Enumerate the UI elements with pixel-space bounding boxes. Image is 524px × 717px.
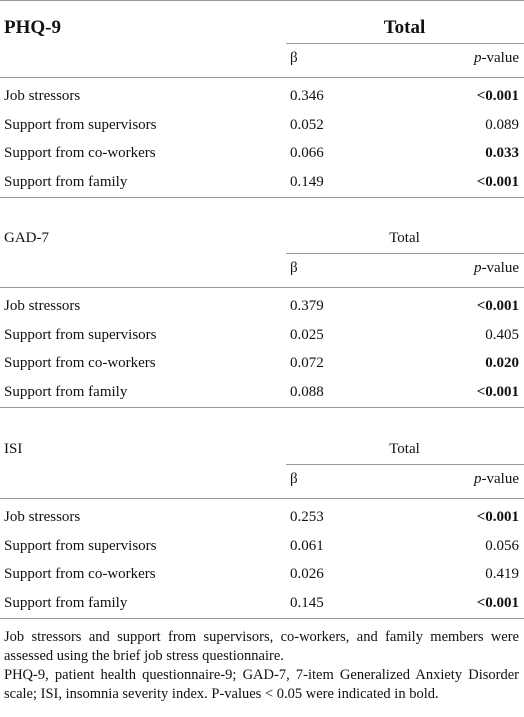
row-label: Support from supervisors xyxy=(4,116,157,133)
rule xyxy=(286,43,524,44)
p-value: 0.419 xyxy=(485,566,519,582)
p-value: 0.020 xyxy=(485,355,519,371)
row-label: Job stressors xyxy=(4,88,81,104)
p-value: <0.001 xyxy=(476,173,519,190)
rule xyxy=(0,0,524,1)
total-header: Total xyxy=(383,17,426,38)
p-value: 0.033 xyxy=(485,145,519,161)
footnote: Job stressors and support from superviso… xyxy=(4,629,519,664)
row-label: Support from supervisors xyxy=(4,326,157,343)
p-header: p-value xyxy=(474,470,519,488)
rule xyxy=(286,464,524,465)
rule xyxy=(0,618,524,619)
p-header: p-value xyxy=(474,49,519,67)
row-label: Support from co-workers xyxy=(4,355,156,371)
p-header-text: p-value xyxy=(474,50,519,66)
rule xyxy=(0,407,524,408)
row-label: Support from family xyxy=(4,173,128,190)
p-value: <0.001 xyxy=(476,383,519,400)
beta-value: 0.253 xyxy=(290,509,324,525)
p-header-text: p-value xyxy=(474,260,519,276)
p-header: p-value xyxy=(474,259,519,277)
total-header: Total xyxy=(389,230,420,246)
beta-value: 0.346 xyxy=(290,88,324,104)
p-value: <0.001 xyxy=(476,594,519,611)
footnote: PHQ-9, patient health questionnaire-9; G… xyxy=(4,667,519,702)
rule xyxy=(0,498,524,499)
beta-header: β xyxy=(290,50,298,66)
beta-value: 0.072 xyxy=(290,355,324,371)
section-title: PHQ-9 xyxy=(4,17,61,38)
beta-value: 0.145 xyxy=(290,594,324,611)
row-label: Support from co-workers xyxy=(4,566,156,582)
beta-value: 0.149 xyxy=(290,173,324,190)
beta-value: 0.379 xyxy=(290,298,324,314)
p-value: <0.001 xyxy=(476,509,519,525)
p-value: <0.001 xyxy=(476,298,519,314)
row-label: Support from co-workers xyxy=(4,145,156,161)
beta-value: 0.026 xyxy=(290,566,324,582)
row-label: Job stressors xyxy=(4,509,81,525)
row-label: Support from supervisors xyxy=(4,537,157,554)
section-title: GAD-7 xyxy=(4,230,49,246)
row-label: Support from family xyxy=(4,383,128,400)
p-value: 0.089 xyxy=(485,116,519,133)
beta-value: 0.061 xyxy=(290,537,324,554)
beta-value: 0.025 xyxy=(290,326,324,343)
p-value: <0.001 xyxy=(476,88,519,104)
p-value: 0.056 xyxy=(485,537,519,554)
total-header: Total xyxy=(389,441,420,457)
rule xyxy=(0,287,524,288)
row-label: Job stressors xyxy=(4,298,81,314)
row-label: Support from family xyxy=(4,594,128,611)
rule xyxy=(286,253,524,254)
p-header-text: p-value xyxy=(474,471,519,487)
beta-value: 0.088 xyxy=(290,383,324,400)
p-value: 0.405 xyxy=(485,326,519,343)
beta-value: 0.066 xyxy=(290,145,324,161)
section-title: ISI xyxy=(4,441,23,457)
rule xyxy=(0,77,524,78)
rule xyxy=(0,197,524,198)
beta-header: β xyxy=(290,471,298,487)
beta-header: β xyxy=(290,260,298,276)
beta-value: 0.052 xyxy=(290,116,324,133)
